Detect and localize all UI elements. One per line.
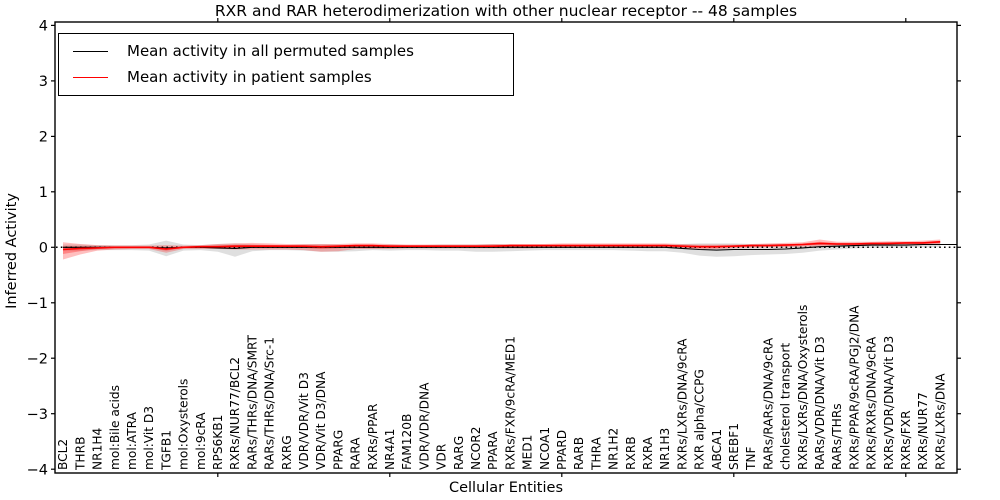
svg-text:mol:Bile acids: mol:Bile acids	[108, 385, 122, 470]
svg-text:BCL2: BCL2	[56, 439, 70, 470]
svg-text:4: 4	[39, 19, 48, 35]
svg-text:NR1H4: NR1H4	[91, 427, 105, 470]
svg-text:PPARA: PPARA	[486, 431, 500, 470]
svg-text:ABCA1: ABCA1	[710, 429, 724, 470]
svg-text:NCOR2: NCOR2	[469, 427, 483, 470]
svg-text:TGFB1: TGFB1	[159, 430, 173, 471]
svg-text:THRA: THRA	[589, 436, 603, 471]
svg-text:NR1H2: NR1H2	[607, 428, 621, 470]
x-category-labels: BCL2 THRB NR1H4 mol:Bile acids mol:ATRA mol:V…	[56, 305, 947, 471]
svg-text:RXRs/FXR: RXRs/FXR	[899, 410, 913, 470]
svg-text:TNF: TNF	[744, 446, 758, 471]
svg-text:RXRA: RXRA	[641, 436, 655, 470]
permuted-band	[63, 240, 941, 257]
svg-text:RARG: RARG	[452, 436, 466, 470]
svg-text:PPARD: PPARD	[555, 430, 569, 470]
svg-text:MED1: MED1	[521, 435, 535, 470]
x-axis-label: Cellular Entities	[448, 480, 564, 496]
svg-text:RXRG: RXRG	[280, 435, 294, 470]
legend-item-patient: Mean activity in patient samples	[73, 68, 513, 87]
svg-text:RARs/VDR/DNA/Vit D3: RARs/VDR/DNA/Vit D3	[813, 336, 827, 470]
svg-text:RARA: RARA	[349, 437, 363, 470]
svg-text:PPARG: PPARG	[331, 430, 345, 470]
svg-text:RXRs/VDR/DNA/Vit D3: RXRs/VDR/DNA/Vit D3	[882, 336, 896, 470]
svg-text:mol:Oxysterols: mol:Oxysterols	[177, 379, 191, 470]
svg-text:NCOA1: NCOA1	[538, 427, 552, 470]
legend-label-permuted: Mean activity in all permuted samples	[127, 41, 414, 60]
legend-item-permuted: Mean activity in all permuted samples	[73, 42, 513, 61]
permuted-line-sample-icon	[73, 50, 108, 52]
svg-text:SREBF1: SREBF1	[727, 423, 741, 470]
svg-text:RPS6KB1: RPS6KB1	[211, 415, 225, 470]
svg-text:1: 1	[39, 185, 48, 201]
svg-text:RXRs/NUR77: RXRs/NUR77	[916, 392, 930, 470]
svg-text:−1: −1	[27, 296, 48, 312]
svg-text:VDR/VDR/Vit D3: VDR/VDR/Vit D3	[297, 372, 311, 470]
svg-text:FAM120B: FAM120B	[400, 414, 414, 470]
svg-text:cholesterol transport: cholesterol transport	[779, 343, 793, 470]
svg-text:VDR/Vit D3/DNA: VDR/Vit D3/DNA	[314, 371, 328, 470]
legend-label-patient: Mean activity in patient samples	[127, 68, 372, 87]
patient-mean-line	[62, 241, 941, 251]
svg-text:VDR/VDR/DNA: VDR/VDR/DNA	[417, 382, 431, 470]
svg-text:mol:Vit D3: mol:Vit D3	[142, 406, 156, 470]
svg-text:RXRs/LXRs/DNA: RXRs/LXRs/DNA	[933, 373, 947, 470]
svg-text:RXRs/LXRs/DNA/9cRA: RXRs/LXRs/DNA/9cRA	[675, 338, 689, 470]
svg-text:RARs/THRs/DNA/Src-1: RARs/THRs/DNA/Src-1	[263, 337, 277, 470]
svg-text:0: 0	[39, 241, 48, 257]
svg-text:RARs/THRs: RARs/THRs	[830, 403, 844, 470]
svg-text:RXRs/RXRs/DNA/9cRA: RXRs/RXRs/DNA/9cRA	[865, 336, 879, 470]
patient-line-sample-icon	[73, 77, 108, 79]
svg-text:THRB: THRB	[73, 437, 87, 471]
svg-text:−4: −4	[27, 462, 48, 478]
svg-text:RXRB: RXRB	[624, 436, 638, 470]
svg-text:RXRs/PPAR: RXRs/PPAR	[366, 403, 380, 470]
svg-text:RXR alpha/CCPG: RXR alpha/CCPG	[693, 369, 707, 470]
svg-text:3: 3	[39, 74, 48, 90]
y-axis-label: Inferred Activity	[4, 193, 20, 309]
svg-text:RARB: RARB	[572, 437, 586, 470]
svg-text:RARs/THRs/DNA/SMRT: RARs/THRs/DNA/SMRT	[245, 334, 259, 470]
svg-text:RXRs/PPAR/9cRA/PGJ2/DNA: RXRs/PPAR/9cRA/PGJ2/DNA	[847, 305, 861, 470]
permuted-mean-line	[63, 243, 958, 251]
svg-text:VDR: VDR	[435, 443, 449, 470]
svg-text:RARs/RARs/DNA/9cRA: RARs/RARs/DNA/9cRA	[761, 337, 775, 470]
svg-text:−3: −3	[27, 407, 48, 423]
plot-border	[54, 21, 958, 474]
svg-text:2: 2	[39, 130, 48, 146]
svg-text:RXRs/FXR/9cRA/MED1: RXRs/FXR/9cRA/MED1	[503, 336, 517, 470]
svg-text:RXRs/NUR77/BCL2: RXRs/NUR77/BCL2	[228, 357, 242, 470]
svg-text:mol:ATRA: mol:ATRA	[125, 411, 139, 470]
svg-text:NR1H3: NR1H3	[658, 428, 672, 470]
chart-title: RXR and RAR heterodimerization with othe…	[214, 2, 798, 20]
y-tick-labels: 4 3 2 1 0 −1 −2 −3 −4	[27, 19, 48, 479]
legend: Mean activity in all permuted samples Me…	[58, 33, 514, 96]
svg-text:NR4A1: NR4A1	[383, 429, 397, 470]
svg-text:RXRs/LXRs/DNA/Oxysterols: RXRs/LXRs/DNA/Oxysterols	[796, 305, 810, 470]
svg-text:mol:9cRA: mol:9cRA	[194, 412, 208, 470]
svg-text:−2: −2	[27, 351, 48, 367]
